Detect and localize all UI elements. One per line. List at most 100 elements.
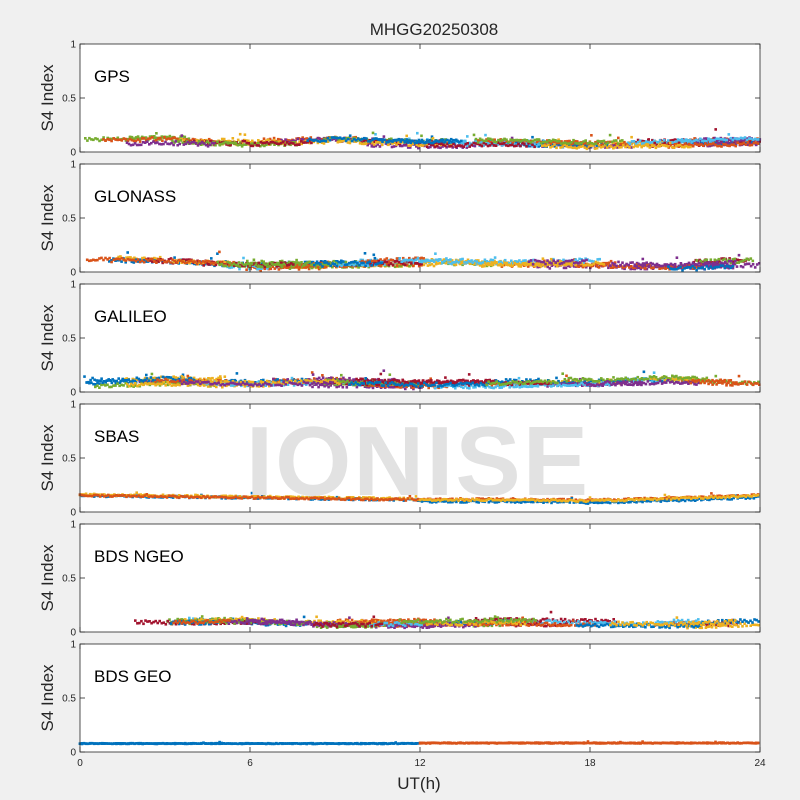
data-point xyxy=(156,381,160,384)
data-point xyxy=(285,264,289,267)
data-point xyxy=(516,260,519,264)
data-point xyxy=(552,257,555,261)
data-point xyxy=(330,138,334,141)
data-point xyxy=(499,138,502,141)
data-point xyxy=(158,255,162,259)
data-point xyxy=(746,143,750,147)
data-point xyxy=(664,141,668,144)
data-point xyxy=(430,135,434,138)
data-point xyxy=(724,143,727,146)
data-point xyxy=(696,141,699,145)
data-point xyxy=(525,139,529,142)
data-point xyxy=(399,386,402,389)
data-point xyxy=(278,263,282,267)
data-point xyxy=(624,145,627,149)
data-point xyxy=(245,141,249,145)
data-point xyxy=(458,144,461,147)
data-point xyxy=(466,142,469,145)
data-point xyxy=(224,261,227,264)
data-point xyxy=(157,257,160,261)
data-point xyxy=(636,138,640,142)
data-point xyxy=(467,384,471,387)
data-point xyxy=(205,378,208,382)
data-point xyxy=(505,138,508,141)
data-point xyxy=(335,264,339,268)
data-point xyxy=(280,259,284,263)
data-point xyxy=(717,137,720,141)
data-point xyxy=(156,141,159,144)
data-point xyxy=(574,258,577,261)
data-point xyxy=(432,260,436,263)
data-point xyxy=(740,142,744,146)
data-point xyxy=(640,266,643,269)
data-point xyxy=(704,142,707,145)
data-point xyxy=(209,377,212,380)
data-point xyxy=(228,266,231,270)
data-point xyxy=(203,261,207,264)
data-point xyxy=(331,262,334,265)
data-point xyxy=(84,137,87,140)
data-point xyxy=(685,378,689,381)
data-point xyxy=(564,259,568,263)
data-point xyxy=(373,137,376,140)
data-point xyxy=(535,140,539,144)
data-point xyxy=(389,137,393,141)
data-point xyxy=(454,145,457,148)
data-point xyxy=(140,259,144,262)
data-point xyxy=(465,146,469,149)
data-point xyxy=(526,265,530,268)
data-point xyxy=(735,265,739,268)
data-point xyxy=(266,267,269,270)
data-point xyxy=(122,137,126,140)
data-point xyxy=(343,265,346,269)
data-point xyxy=(556,264,559,268)
data-point xyxy=(566,384,569,387)
data-point xyxy=(731,266,735,270)
data-point xyxy=(566,262,569,265)
data-point xyxy=(582,142,585,145)
data-point xyxy=(439,146,442,150)
data-point xyxy=(521,139,525,142)
data-point xyxy=(733,137,737,140)
data-point xyxy=(673,262,677,266)
data-point xyxy=(184,142,188,146)
data-point xyxy=(230,263,234,267)
data-point xyxy=(509,138,512,141)
data-point xyxy=(730,143,733,147)
data-point xyxy=(624,379,627,382)
data-point xyxy=(596,261,600,265)
data-point xyxy=(108,385,111,389)
data-point xyxy=(662,144,666,147)
data-point xyxy=(324,140,328,143)
data-point xyxy=(456,144,459,148)
data-point xyxy=(378,145,382,148)
data-point xyxy=(669,267,672,270)
data-point xyxy=(541,257,545,260)
data-point xyxy=(255,262,259,265)
data-point xyxy=(284,378,287,382)
data-point xyxy=(375,258,379,262)
data-point xyxy=(143,141,147,144)
data-point xyxy=(471,261,475,264)
data-point xyxy=(321,265,324,268)
data-point xyxy=(630,140,634,143)
data-point xyxy=(443,381,447,384)
data-point xyxy=(695,138,698,142)
data-point xyxy=(736,258,739,262)
data-point xyxy=(389,385,393,389)
data-point xyxy=(112,137,115,140)
data-point xyxy=(488,137,492,141)
data-point xyxy=(316,265,320,269)
data-point xyxy=(304,141,307,144)
data-point xyxy=(747,380,751,384)
data-point xyxy=(531,139,535,143)
data-point xyxy=(595,265,599,268)
data-point xyxy=(149,135,152,138)
data-point xyxy=(541,143,544,146)
data-point xyxy=(259,381,263,385)
data-point xyxy=(240,261,244,265)
data-point xyxy=(690,140,694,143)
data-point xyxy=(540,260,543,264)
data-point xyxy=(266,262,270,266)
data-point xyxy=(725,382,729,385)
